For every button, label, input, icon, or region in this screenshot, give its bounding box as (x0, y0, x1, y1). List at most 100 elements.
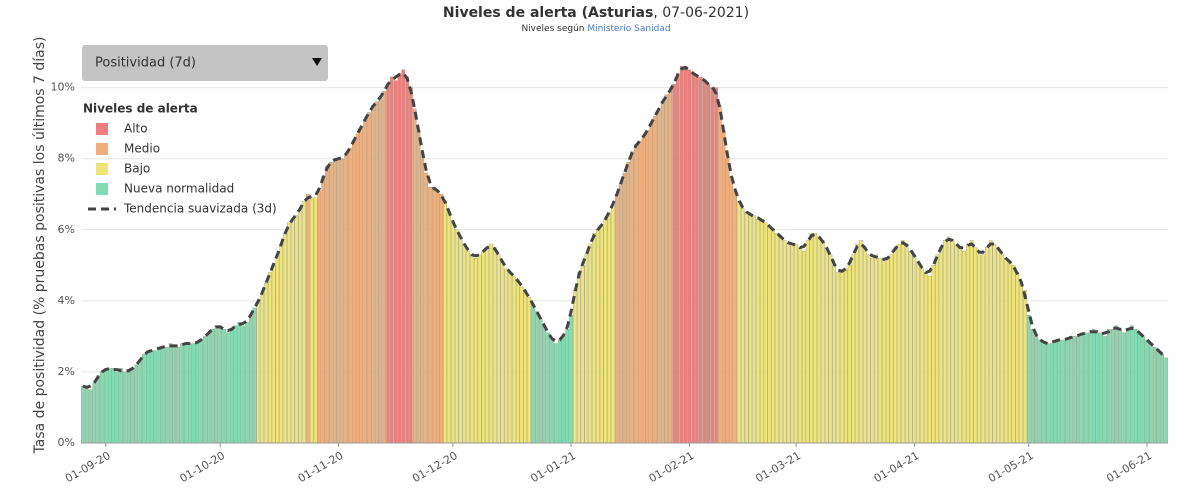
bar (630, 151, 634, 444)
y-tick-label: 8% (58, 152, 75, 165)
legend-label: Nueva normalidad (124, 182, 234, 196)
bar (683, 66, 688, 444)
bar (435, 190, 440, 444)
bar (802, 250, 806, 444)
bar (176, 346, 181, 444)
title-main: Niveles de alerta (Asturias (443, 5, 653, 21)
bar (809, 233, 814, 444)
bar (840, 272, 844, 444)
bar (1027, 314, 1031, 444)
bar (554, 343, 558, 444)
bar (519, 286, 524, 444)
bar (470, 254, 474, 444)
bar (1122, 332, 1126, 444)
subtitle-link[interactable]: Ministerio Sanidad (587, 24, 670, 34)
bar (691, 73, 695, 444)
x-tick-label: 01-09-20 (63, 449, 113, 485)
bar (405, 76, 409, 444)
bar (660, 101, 665, 444)
bar (969, 240, 974, 444)
bar (359, 126, 364, 444)
bar (252, 307, 257, 444)
bar (805, 240, 810, 444)
dropdown[interactable]: Positividad (7d) (82, 45, 328, 81)
bar (1065, 339, 1069, 444)
bar (1057, 339, 1062, 444)
bar (447, 211, 451, 444)
bar (699, 76, 703, 444)
bar (142, 354, 146, 444)
bar (645, 130, 650, 444)
bar (1164, 357, 1168, 444)
bar (1023, 290, 1027, 444)
bar (210, 329, 215, 444)
bar (168, 343, 173, 444)
dropdown-label[interactable]: Positividad (7d) (95, 56, 196, 71)
bar (321, 176, 325, 444)
bar (264, 282, 268, 444)
bar (744, 211, 749, 444)
bar (1114, 325, 1119, 444)
x-tick-label: 01-02-21 (647, 449, 697, 485)
bar (580, 265, 585, 444)
bar (599, 226, 604, 444)
bar (527, 297, 531, 444)
dropdown-box[interactable] (82, 45, 328, 81)
bar (84, 385, 89, 444)
subtitle-text: Niveles según (521, 24, 584, 34)
bar (1038, 339, 1042, 444)
bar (779, 236, 783, 444)
bar (412, 108, 417, 444)
legend-swatch (96, 123, 108, 135)
bar (966, 243, 970, 444)
bar (313, 197, 318, 444)
bar (187, 343, 192, 444)
bar (233, 325, 238, 444)
bar (649, 123, 653, 444)
bar (332, 158, 337, 444)
bar (1099, 332, 1104, 444)
bar (946, 236, 951, 444)
bar (477, 254, 482, 444)
bar (473, 258, 478, 444)
bar (1072, 336, 1077, 444)
bar (721, 130, 726, 444)
bar (451, 222, 455, 444)
bar (1141, 336, 1145, 444)
title-date: , 07-06-2021) (653, 5, 749, 21)
bar (790, 243, 795, 444)
bar (535, 311, 539, 444)
bar (309, 197, 314, 444)
y-tick-label: 10% (51, 81, 75, 94)
bar (733, 190, 737, 444)
bar (1118, 329, 1123, 444)
bar (390, 76, 394, 444)
bar (317, 190, 322, 444)
bar (149, 350, 154, 444)
bar (207, 332, 211, 444)
bar (748, 215, 753, 444)
bar (165, 346, 169, 444)
bar (1137, 332, 1142, 444)
bar (374, 101, 379, 444)
dropdown-arrow[interactable] (312, 58, 322, 66)
bar (325, 165, 329, 444)
bar (893, 247, 898, 444)
bar (504, 268, 509, 444)
bar (130, 368, 135, 444)
bar (1049, 343, 1054, 444)
bar (496, 254, 501, 444)
bar (573, 290, 577, 444)
y-tick-label: 2% (58, 365, 75, 378)
bar (550, 339, 554, 444)
bar (542, 325, 547, 444)
bar (1053, 339, 1058, 444)
bar (195, 343, 200, 444)
bar (672, 83, 676, 444)
bar (512, 275, 516, 444)
bar (931, 265, 936, 444)
bar (1000, 254, 1004, 444)
bar (885, 258, 890, 444)
x-tick-label: 01-10-20 (177, 449, 227, 485)
bar (123, 371, 127, 444)
